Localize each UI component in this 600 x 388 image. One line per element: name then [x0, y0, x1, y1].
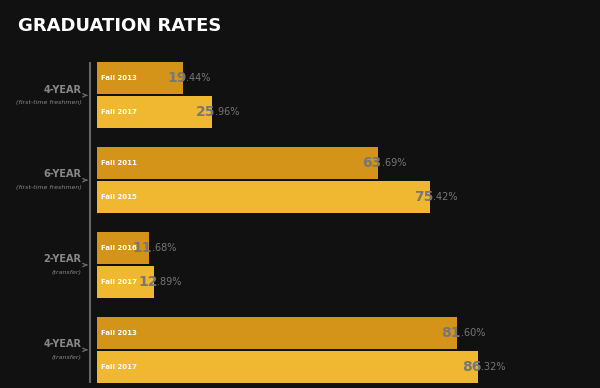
- Text: 25: 25: [196, 105, 215, 119]
- Text: 4-YEAR: 4-YEAR: [44, 85, 82, 95]
- Text: (transfer): (transfer): [52, 355, 82, 360]
- Text: 81: 81: [441, 326, 461, 340]
- Text: Fall 2013: Fall 2013: [101, 75, 136, 81]
- Text: .60%: .60%: [461, 328, 485, 338]
- Text: Fall 2017: Fall 2017: [101, 109, 136, 115]
- Text: 19: 19: [167, 71, 187, 85]
- Bar: [97, 181, 430, 213]
- Text: (transfer): (transfer): [52, 270, 82, 275]
- Text: 11: 11: [133, 241, 152, 255]
- Text: 75: 75: [414, 190, 433, 204]
- Text: Fall 2017: Fall 2017: [101, 279, 136, 285]
- Bar: [97, 147, 378, 179]
- Text: .68%: .68%: [152, 243, 176, 253]
- Bar: [97, 351, 478, 383]
- Text: 12: 12: [138, 275, 157, 289]
- Bar: [97, 96, 212, 128]
- Text: 86: 86: [462, 360, 481, 374]
- Bar: [97, 266, 154, 298]
- Text: .69%: .69%: [382, 158, 406, 168]
- Text: Fall 2013: Fall 2013: [101, 330, 136, 336]
- Text: Fall 2017: Fall 2017: [101, 364, 136, 370]
- Text: .32%: .32%: [481, 362, 506, 372]
- Text: (first-time freshmen): (first-time freshmen): [16, 185, 82, 190]
- Bar: [97, 62, 183, 94]
- Text: Fall 2016: Fall 2016: [101, 245, 136, 251]
- Text: 6-YEAR: 6-YEAR: [44, 169, 82, 179]
- Text: 2-YEAR: 2-YEAR: [44, 254, 82, 264]
- Text: Fall 2011: Fall 2011: [101, 160, 136, 166]
- Text: .42%: .42%: [433, 192, 458, 202]
- Text: 4-YEAR: 4-YEAR: [44, 339, 82, 349]
- Bar: [97, 317, 457, 349]
- Text: Fall 2015: Fall 2015: [101, 194, 136, 200]
- Text: .44%: .44%: [187, 73, 211, 83]
- Text: 63: 63: [362, 156, 382, 170]
- Text: (first-time freshmen): (first-time freshmen): [16, 100, 82, 105]
- Text: .89%: .89%: [157, 277, 182, 287]
- Text: .96%: .96%: [215, 107, 239, 117]
- Text: GRADUATION RATES: GRADUATION RATES: [18, 17, 221, 35]
- Bar: [97, 232, 149, 264]
